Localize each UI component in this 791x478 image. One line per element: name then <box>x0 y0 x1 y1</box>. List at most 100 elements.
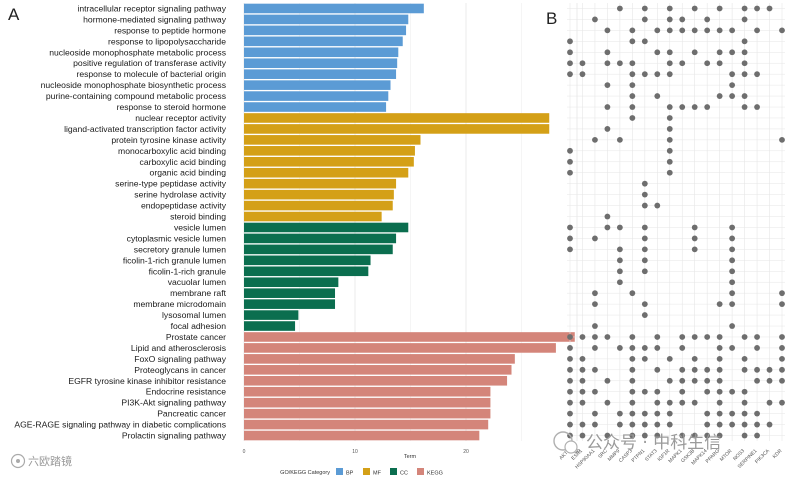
bar-mf <box>244 167 409 178</box>
term-label: carboxylic acid binding <box>140 157 227 167</box>
legend-label: BP <box>346 471 354 477</box>
membership-dot <box>729 268 736 275</box>
term-label: monocarboxylic acid binding <box>118 146 226 156</box>
membership-dot <box>741 366 748 373</box>
membership-dot <box>567 71 573 78</box>
term-label: protein tyrosine kinase activity <box>111 135 226 145</box>
term-label: response to lipopolysaccharide <box>108 36 226 46</box>
bar-mf <box>244 113 550 123</box>
bar-mf <box>244 156 414 167</box>
membership-dot <box>641 268 648 275</box>
membership-dot <box>567 334 573 340</box>
bar-kegg <box>244 332 575 342</box>
membership-dot <box>666 115 673 121</box>
watermark-right-text: 公众号 · 中科生信 <box>586 433 721 453</box>
membership-dot <box>729 49 736 56</box>
bar-bp <box>244 47 399 58</box>
membership-dot <box>567 147 573 154</box>
bar-chart-x-ticks: 0 10 20 30 <box>243 449 580 455</box>
membership-dot <box>754 5 760 12</box>
term-label: endopeptidase activity <box>141 201 227 211</box>
membership-dot <box>629 115 636 121</box>
membership-dot <box>641 38 648 45</box>
bar-cc <box>244 310 299 320</box>
membership-dot <box>691 377 698 384</box>
term-label: membrane microdomain <box>133 299 226 309</box>
term-label: intracellular receptor signaling pathway <box>77 3 226 13</box>
term-label: ficolin-1-rich granule <box>149 266 227 276</box>
membership-dot <box>616 268 623 275</box>
membership-dot <box>679 60 686 67</box>
membership-dot <box>604 49 611 56</box>
membership-dot <box>666 158 673 165</box>
bar-kegg <box>244 408 491 419</box>
membership-dot <box>641 180 648 187</box>
membership-dot <box>604 399 611 406</box>
term-label: Prolactin signaling pathway <box>122 431 227 441</box>
membership-dot <box>716 5 723 12</box>
bar-mf <box>244 178 397 189</box>
legend-label: CC <box>400 471 408 477</box>
membership-dot <box>716 49 723 56</box>
membership-dot <box>729 345 736 351</box>
membership-dot <box>666 399 673 406</box>
term-label: PI3K-Akt signaling pathway <box>121 398 226 408</box>
membership-dot <box>666 410 673 417</box>
x-tick-label: 10 <box>352 449 358 455</box>
membership-dot <box>766 399 773 406</box>
membership-dot <box>579 421 586 428</box>
term-label: secretory granule lumen <box>134 244 226 254</box>
gene-label: KDR <box>772 448 784 460</box>
term-label: purine-containing compound metabolic pro… <box>46 91 226 101</box>
membership-dot <box>729 301 736 308</box>
membership-dot <box>666 126 673 132</box>
term-label: organic acid binding <box>150 168 227 178</box>
membership-dot <box>654 345 661 351</box>
membership-dot <box>741 71 748 78</box>
membership-dot <box>729 257 736 264</box>
membership-dot <box>679 334 686 340</box>
membership-dot <box>704 27 711 34</box>
membership-dot <box>729 93 736 99</box>
membership-dot <box>729 421 736 428</box>
membership-dot <box>779 345 785 351</box>
membership-dot <box>729 82 736 89</box>
legend-label: MF <box>373 471 382 477</box>
x-tick-label: 30 <box>574 449 580 455</box>
membership-dot <box>567 158 573 165</box>
term-label: serine-type peptidase activity <box>115 179 227 189</box>
membership-dot <box>654 49 661 56</box>
membership-dot <box>779 27 785 34</box>
bar-chart-legend: GO/KEGG Category BP MF CC KEGG <box>280 468 443 477</box>
membership-dot <box>666 169 673 176</box>
membership-dot <box>716 377 723 384</box>
membership-dot <box>592 16 598 23</box>
bar-kegg <box>244 397 491 408</box>
membership-dot <box>691 27 698 34</box>
membership-dot <box>641 421 648 428</box>
membership-dot <box>579 388 586 395</box>
membership-dot <box>741 60 748 67</box>
term-label: Prostate cancer <box>166 332 226 342</box>
bar-bp <box>244 36 403 47</box>
membership-dot <box>729 224 736 231</box>
membership-dot <box>779 136 785 143</box>
membership-dot <box>729 323 736 329</box>
bar-chart-x-axis-title: Term <box>404 454 417 460</box>
membership-dot <box>666 136 673 143</box>
membership-dot <box>654 432 661 439</box>
membership-dot <box>754 432 760 439</box>
membership-dot <box>704 16 711 23</box>
membership-dot <box>716 334 723 340</box>
membership-dot <box>567 377 573 384</box>
membership-dot <box>616 60 623 67</box>
bar-mf <box>244 146 415 156</box>
membership-dot <box>704 388 711 395</box>
membership-dot <box>754 71 760 78</box>
membership-dot <box>679 27 686 34</box>
membership-dot <box>654 71 661 78</box>
membership-dot <box>641 5 648 12</box>
membership-dot <box>716 388 723 395</box>
membership-dot <box>729 235 736 242</box>
bar-bp <box>244 14 409 25</box>
